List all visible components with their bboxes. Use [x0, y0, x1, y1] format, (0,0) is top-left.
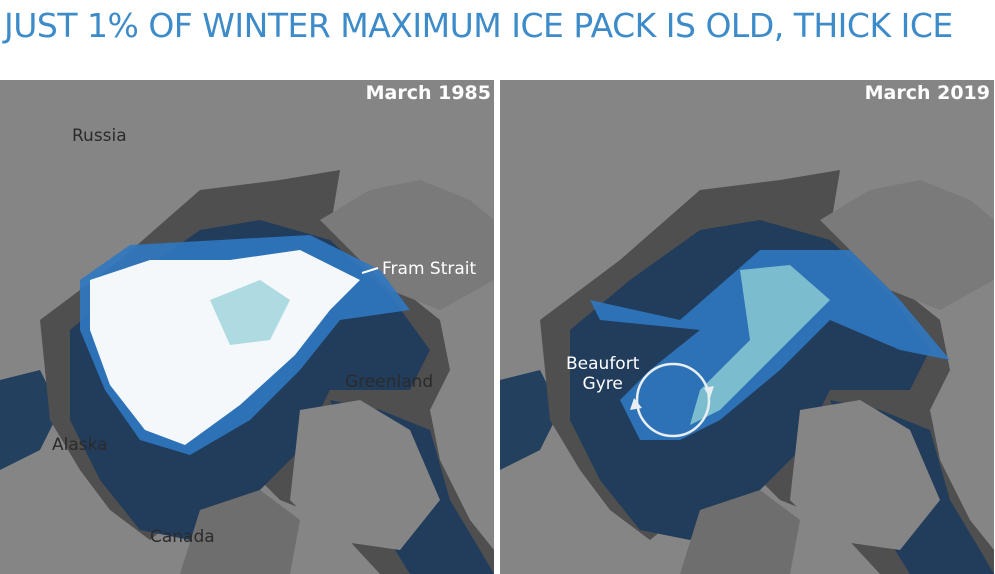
panel-date: March 2019	[864, 82, 990, 104]
place-label: Russia	[72, 126, 127, 146]
panel-2019	[500, 80, 994, 574]
panel-1985	[0, 80, 494, 574]
place-label: Greenland	[345, 372, 434, 392]
title: JUST 1% OF WINTER MAXIMUM ICE PACK IS OL…	[4, 6, 953, 45]
place-label: Canada	[150, 527, 215, 547]
place-label: Beaufort Gyre	[566, 354, 640, 394]
place-label: Fram Strait	[382, 259, 477, 279]
place-label: Alaska	[52, 435, 108, 455]
panel-date: March 1985	[365, 82, 491, 104]
